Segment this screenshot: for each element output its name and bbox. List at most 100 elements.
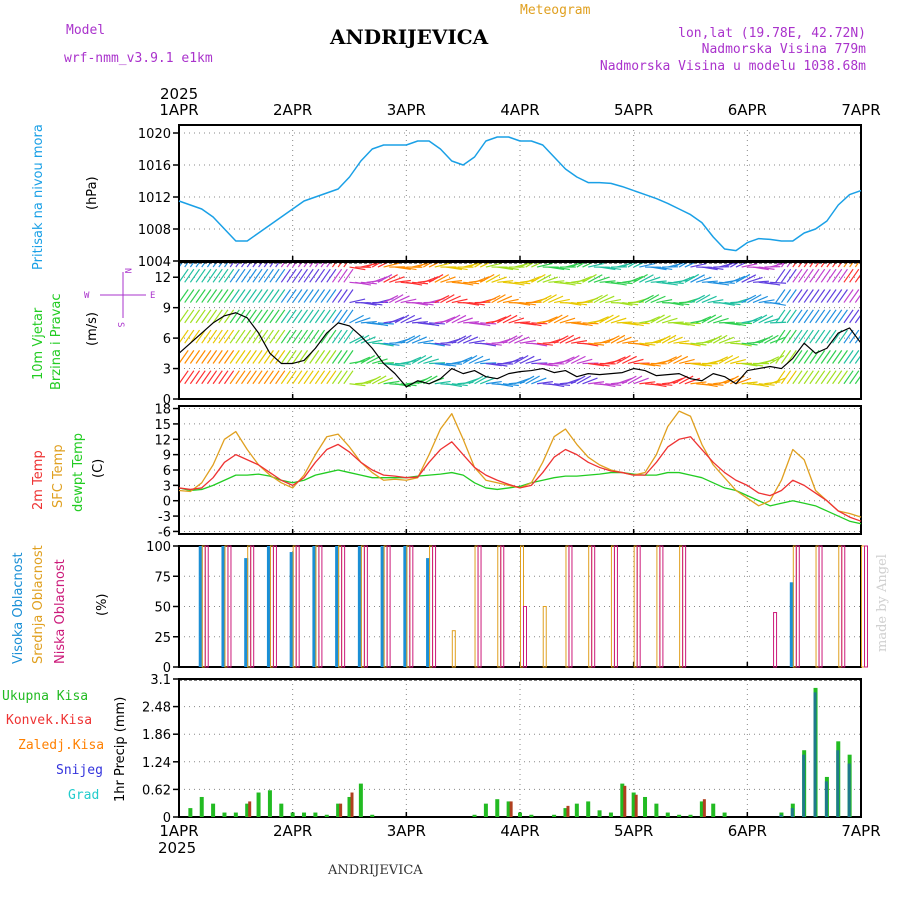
wind-barb [803, 350, 814, 364]
precip-bar-total [222, 812, 227, 817]
wind-barb [605, 266, 622, 271]
wind-barb [303, 329, 314, 344]
wind-barb [747, 362, 764, 367]
precip-bar-snow [813, 692, 817, 817]
wind-barb [428, 342, 445, 347]
wind-barb [707, 266, 724, 270]
wind-barb [440, 276, 456, 283]
wind-barb [457, 334, 472, 344]
precip-bar-total [313, 812, 318, 817]
wind-barb [769, 302, 786, 306]
wind-barb [179, 289, 189, 303]
cloud-bar-low [477, 545, 482, 668]
date-label-bottom: 7APR [841, 822, 880, 840]
wind-barb [337, 289, 348, 303]
wind-barb [252, 350, 263, 364]
wind-barb [326, 262, 332, 268]
low-cloud-label: Niska Oblacnost [53, 559, 68, 664]
date-label-top: 3APR [387, 101, 426, 119]
wind-labels: 10m Vjetar Brzina i Pravac (m/s) N W E S [31, 268, 155, 390]
wind-barb [797, 262, 803, 268]
precip-bar-total [552, 814, 557, 817]
y-tick-label: 1.24 [142, 756, 171, 771]
date-label-top: 1APR [159, 101, 198, 119]
wind-barb [803, 289, 814, 303]
wind-barb [201, 309, 212, 324]
precip-bar-total [324, 814, 329, 817]
wind-barb [457, 356, 473, 365]
wind-barb [849, 370, 860, 385]
wind-barb [406, 356, 422, 365]
wind-barb [434, 274, 450, 283]
wind-barb [633, 322, 650, 325]
cloud-bar-low [295, 545, 300, 668]
wind-barb [218, 262, 224, 268]
wind-barb [309, 329, 320, 344]
wind-barb [229, 268, 240, 283]
precip-bar-total [677, 814, 682, 817]
wind-barb [752, 295, 768, 304]
wind-barb [212, 289, 223, 303]
precip-bar-total [495, 799, 500, 817]
wind-barb [337, 262, 343, 268]
wind-barb [718, 302, 735, 306]
wind-barb [497, 280, 514, 283]
wind-barb [468, 262, 482, 268]
wind-barb [599, 383, 616, 388]
wind-barb [331, 350, 343, 364]
model-name: wrf-nmm_v3.9.1 e1km [64, 51, 213, 66]
wind-barb [616, 377, 632, 385]
wind-barb [531, 322, 548, 325]
wind-barb [599, 295, 615, 304]
wind-barb [565, 281, 582, 285]
wind-barb [280, 268, 291, 283]
wind-barb [837, 262, 843, 268]
wind-barb [747, 276, 763, 283]
wind-barb [394, 279, 411, 283]
wind-barb [326, 309, 337, 324]
legend-snow: Snijeg [56, 763, 103, 778]
wind-barb [809, 370, 820, 385]
wind-barb [627, 358, 644, 365]
wind-barb [820, 268, 831, 283]
wind-barb [690, 274, 705, 283]
wind-barb [337, 370, 348, 385]
cloud-bar-low [432, 545, 437, 668]
wind-barb [656, 383, 673, 386]
wind-barb [269, 309, 280, 324]
wind-barb [354, 334, 370, 344]
cloud-bar-high [426, 558, 431, 667]
wind-barb [184, 350, 195, 364]
precip-bar-total [506, 801, 511, 817]
wind-barb [241, 350, 252, 364]
wind-barb [639, 294, 654, 304]
wind-barb [832, 262, 837, 268]
wind-barb [758, 383, 775, 386]
wind-barb [485, 294, 501, 304]
wind-barb [639, 362, 656, 367]
wind-barb [320, 262, 326, 268]
wind-barb [604, 315, 620, 324]
wind-barb [519, 262, 533, 268]
wind-barb [320, 289, 331, 303]
wind-barb [184, 329, 195, 344]
cloud-bar-low [272, 545, 277, 668]
wind-barb [320, 350, 331, 364]
wind-barb [326, 370, 337, 385]
wind-barb [286, 350, 297, 364]
pressure-line [178, 136, 862, 252]
wind-barb [570, 355, 586, 365]
wind-barb [496, 314, 512, 324]
wind-barb [212, 262, 218, 268]
wind-barb [491, 276, 507, 283]
wind-barb [406, 281, 423, 286]
wind-barb [735, 273, 751, 283]
wind-barb [616, 321, 633, 324]
wind-barb [292, 350, 303, 364]
wind-barb [769, 354, 785, 365]
wind-barb [235, 350, 246, 364]
wind-barb [690, 362, 707, 367]
wind-barb [280, 329, 291, 344]
wind-barb [223, 350, 235, 364]
wind-barb [491, 362, 508, 367]
